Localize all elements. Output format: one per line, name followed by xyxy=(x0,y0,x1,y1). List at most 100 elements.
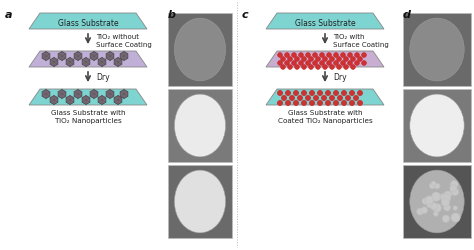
Bar xyxy=(403,14,471,87)
Circle shape xyxy=(444,204,450,211)
Polygon shape xyxy=(120,52,128,61)
Circle shape xyxy=(441,198,449,207)
Circle shape xyxy=(425,197,431,203)
Text: a: a xyxy=(5,10,12,20)
Ellipse shape xyxy=(174,170,226,233)
Circle shape xyxy=(434,184,440,189)
Circle shape xyxy=(327,54,331,58)
Circle shape xyxy=(323,58,328,62)
Circle shape xyxy=(334,101,338,106)
Circle shape xyxy=(309,66,313,70)
Circle shape xyxy=(451,188,459,196)
Ellipse shape xyxy=(410,170,464,233)
Ellipse shape xyxy=(410,95,464,157)
Circle shape xyxy=(422,198,428,204)
Circle shape xyxy=(346,96,350,101)
Text: TiO₂ without
Surface Coating: TiO₂ without Surface Coating xyxy=(96,34,152,48)
Circle shape xyxy=(319,54,324,58)
Circle shape xyxy=(278,62,283,66)
Circle shape xyxy=(334,91,338,96)
Circle shape xyxy=(432,192,441,202)
Polygon shape xyxy=(42,90,50,99)
Text: Glass Substrate: Glass Substrate xyxy=(58,18,118,28)
Circle shape xyxy=(417,208,423,215)
Circle shape xyxy=(450,188,457,195)
Circle shape xyxy=(330,58,334,62)
Polygon shape xyxy=(266,90,384,106)
Circle shape xyxy=(327,62,331,66)
Circle shape xyxy=(357,101,363,106)
Circle shape xyxy=(351,58,356,62)
Circle shape xyxy=(292,62,296,66)
Polygon shape xyxy=(50,96,58,105)
Polygon shape xyxy=(50,58,58,67)
Circle shape xyxy=(277,91,283,96)
Ellipse shape xyxy=(174,95,226,157)
Circle shape xyxy=(337,66,341,70)
Circle shape xyxy=(313,96,319,101)
Circle shape xyxy=(281,58,285,62)
Circle shape xyxy=(427,202,432,208)
Circle shape xyxy=(278,54,283,58)
Polygon shape xyxy=(66,96,74,105)
Circle shape xyxy=(430,203,438,210)
Circle shape xyxy=(292,54,296,58)
Text: Glass Substrate with
Coated TiO₂ Nanoparticles: Glass Substrate with Coated TiO₂ Nanopar… xyxy=(278,110,373,124)
Circle shape xyxy=(293,101,299,106)
Circle shape xyxy=(319,62,324,66)
Polygon shape xyxy=(106,52,114,61)
Circle shape xyxy=(450,185,457,192)
Polygon shape xyxy=(114,58,122,67)
Polygon shape xyxy=(98,58,106,67)
Text: Glass Substrate: Glass Substrate xyxy=(295,18,356,28)
Circle shape xyxy=(349,101,355,106)
Circle shape xyxy=(295,66,299,70)
Text: c: c xyxy=(242,10,249,20)
Circle shape xyxy=(441,194,450,203)
Circle shape xyxy=(306,54,310,58)
Circle shape xyxy=(285,101,291,106)
Circle shape xyxy=(329,96,335,101)
Text: Dry: Dry xyxy=(333,73,346,82)
Circle shape xyxy=(429,183,435,189)
Circle shape xyxy=(444,191,451,199)
Circle shape xyxy=(277,101,283,106)
Circle shape xyxy=(290,96,294,101)
Circle shape xyxy=(285,62,289,66)
Circle shape xyxy=(326,91,330,96)
Circle shape xyxy=(310,91,315,96)
Circle shape xyxy=(433,204,441,212)
Polygon shape xyxy=(114,96,122,105)
Polygon shape xyxy=(266,52,384,68)
Circle shape xyxy=(451,213,460,222)
Circle shape xyxy=(341,101,346,106)
Polygon shape xyxy=(42,52,50,61)
Circle shape xyxy=(299,54,303,58)
Circle shape xyxy=(348,54,352,58)
Circle shape xyxy=(295,58,299,62)
Bar xyxy=(168,90,232,162)
Polygon shape xyxy=(90,90,98,99)
Circle shape xyxy=(425,196,434,204)
Circle shape xyxy=(348,62,352,66)
Polygon shape xyxy=(82,96,90,105)
Ellipse shape xyxy=(174,19,226,82)
Circle shape xyxy=(323,66,328,70)
Circle shape xyxy=(334,54,338,58)
Polygon shape xyxy=(66,58,74,67)
Circle shape xyxy=(298,96,302,101)
Circle shape xyxy=(281,66,285,70)
Circle shape xyxy=(310,101,315,106)
Circle shape xyxy=(434,212,438,216)
Circle shape xyxy=(341,62,345,66)
Circle shape xyxy=(341,91,346,96)
Circle shape xyxy=(301,91,307,96)
Text: Dry: Dry xyxy=(96,73,109,82)
Circle shape xyxy=(334,62,338,66)
Circle shape xyxy=(309,58,313,62)
Circle shape xyxy=(301,66,306,70)
Polygon shape xyxy=(106,90,114,99)
Circle shape xyxy=(316,58,320,62)
Polygon shape xyxy=(90,52,98,61)
Circle shape xyxy=(330,66,334,70)
